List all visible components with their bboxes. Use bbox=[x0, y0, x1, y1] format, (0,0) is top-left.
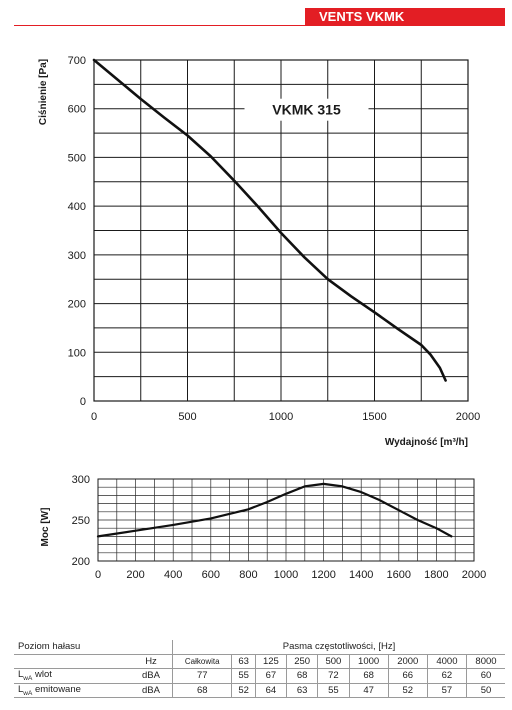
value-cell: 52 bbox=[231, 683, 256, 698]
noise-table-header-row: Hz Całkowita 63 125 250 500 1000 2000 40… bbox=[14, 654, 505, 669]
header-rule bbox=[14, 25, 505, 26]
x-tick-label: 800 bbox=[239, 569, 257, 581]
y-tick-label: 250 bbox=[72, 515, 90, 527]
x-tick-label: 0 bbox=[91, 411, 97, 423]
power-curve bbox=[96, 482, 453, 538]
value-cell: 47 bbox=[348, 683, 389, 698]
pressure-y-axis-label: Ciśnienie [Pa] bbox=[38, 59, 49, 125]
x-tick-label: 0 bbox=[95, 569, 101, 581]
noise-level-title: Poziom hałasu bbox=[14, 640, 130, 655]
y-tick-label: 300 bbox=[68, 250, 86, 262]
chart-title: VKMK 315 bbox=[272, 102, 341, 118]
band-header: 500 bbox=[317, 654, 350, 669]
x-tick-label: 200 bbox=[126, 569, 144, 581]
band-header: 4000 bbox=[426, 654, 467, 669]
y-tick-label: 500 bbox=[68, 152, 86, 164]
value-cell: 60 bbox=[466, 668, 505, 684]
total-cell: 68 bbox=[171, 683, 232, 698]
power-y-axis-label: Moc [W] bbox=[40, 508, 51, 547]
table-row: LwA emitowane dBA 68 52 64 63 55 47 52 5… bbox=[14, 683, 505, 698]
value-cell: 68 bbox=[348, 668, 389, 684]
band-header: 63 bbox=[231, 654, 256, 669]
band-header: 1000 bbox=[348, 654, 389, 669]
value-cell: 55 bbox=[231, 668, 256, 684]
hz-label: Hz bbox=[130, 654, 173, 669]
x-tick-label: 500 bbox=[178, 411, 196, 423]
value-cell: 55 bbox=[317, 683, 350, 698]
plot-frame bbox=[97, 478, 475, 562]
value-cell: 68 bbox=[286, 668, 318, 684]
pressure-curve bbox=[92, 58, 447, 382]
band-header: 2000 bbox=[387, 654, 428, 669]
y-tick-label: 300 bbox=[72, 474, 90, 486]
x-tick-label: 1000 bbox=[269, 411, 293, 423]
value-cell: 50 bbox=[466, 683, 505, 698]
y-tick-label: 0 bbox=[80, 396, 86, 408]
y-tick-label: 200 bbox=[72, 556, 90, 568]
unit-cell: dBA bbox=[130, 668, 173, 684]
table-row: LwA wlot dBA 77 55 67 68 72 68 66 62 60 bbox=[14, 668, 505, 684]
noise-table-title-row: Poziom hałasu Pasma częstotliwości, [Hz] bbox=[14, 640, 505, 655]
y-tick-label: 400 bbox=[68, 201, 86, 213]
total-label: Całkowita bbox=[171, 654, 232, 669]
x-tick-label: 2000 bbox=[456, 411, 480, 423]
plot-frame bbox=[93, 59, 469, 402]
x-tick-label: 1000 bbox=[274, 569, 298, 581]
x-tick-label: 600 bbox=[202, 569, 220, 581]
value-cell: 67 bbox=[254, 668, 287, 684]
band-header: 8000 bbox=[466, 654, 505, 669]
band-header: 250 bbox=[286, 654, 318, 669]
y-tick-label: 600 bbox=[68, 104, 86, 116]
x-tick-label: 1400 bbox=[349, 569, 373, 581]
row-label: LwA wlot bbox=[14, 668, 130, 684]
x-tick-label: 1200 bbox=[311, 569, 335, 581]
x-tick-label: 1500 bbox=[362, 411, 386, 423]
y-tick-label: 700 bbox=[68, 55, 86, 67]
y-tick-label: 200 bbox=[68, 299, 86, 311]
power-chart: Moc [W] 200 250 300 0 200 400 600 800 1000 1200 14… bbox=[40, 474, 486, 581]
x-tick-label: 1600 bbox=[387, 569, 411, 581]
value-cell: 62 bbox=[426, 668, 467, 684]
value-cell: 66 bbox=[387, 668, 428, 684]
total-cell: 77 bbox=[171, 668, 232, 684]
brand-title: VENTS VKMK bbox=[319, 9, 405, 24]
x-tick-label: 1800 bbox=[424, 569, 448, 581]
value-cell: 64 bbox=[254, 683, 287, 698]
pressure-x-axis-label: Wydajność [m³/h] bbox=[385, 437, 468, 448]
value-cell: 52 bbox=[387, 683, 428, 698]
pressure-chart: Ciśnienie [Pa] Wydajność [m³/h] 0 100 200 3… bbox=[38, 55, 480, 448]
value-cell: 57 bbox=[426, 683, 467, 698]
frequency-bands-title: Pasma częstotliwości, [Hz] bbox=[172, 640, 505, 655]
y-tick-label: 100 bbox=[68, 347, 86, 359]
row-label: LwA emitowane bbox=[14, 683, 130, 698]
x-tick-label: 400 bbox=[164, 569, 182, 581]
value-cell: 63 bbox=[286, 683, 318, 698]
value-cell: 72 bbox=[317, 668, 350, 684]
unit-cell: dBA bbox=[130, 683, 173, 698]
band-header: 125 bbox=[254, 654, 287, 669]
brand-header: VENTS VKMK bbox=[305, 8, 505, 26]
noise-table: Poziom hałasu Pasma częstotliwości, [Hz]… bbox=[14, 640, 505, 698]
x-tick-label: 2000 bbox=[462, 569, 486, 581]
title-background bbox=[244, 98, 369, 121]
